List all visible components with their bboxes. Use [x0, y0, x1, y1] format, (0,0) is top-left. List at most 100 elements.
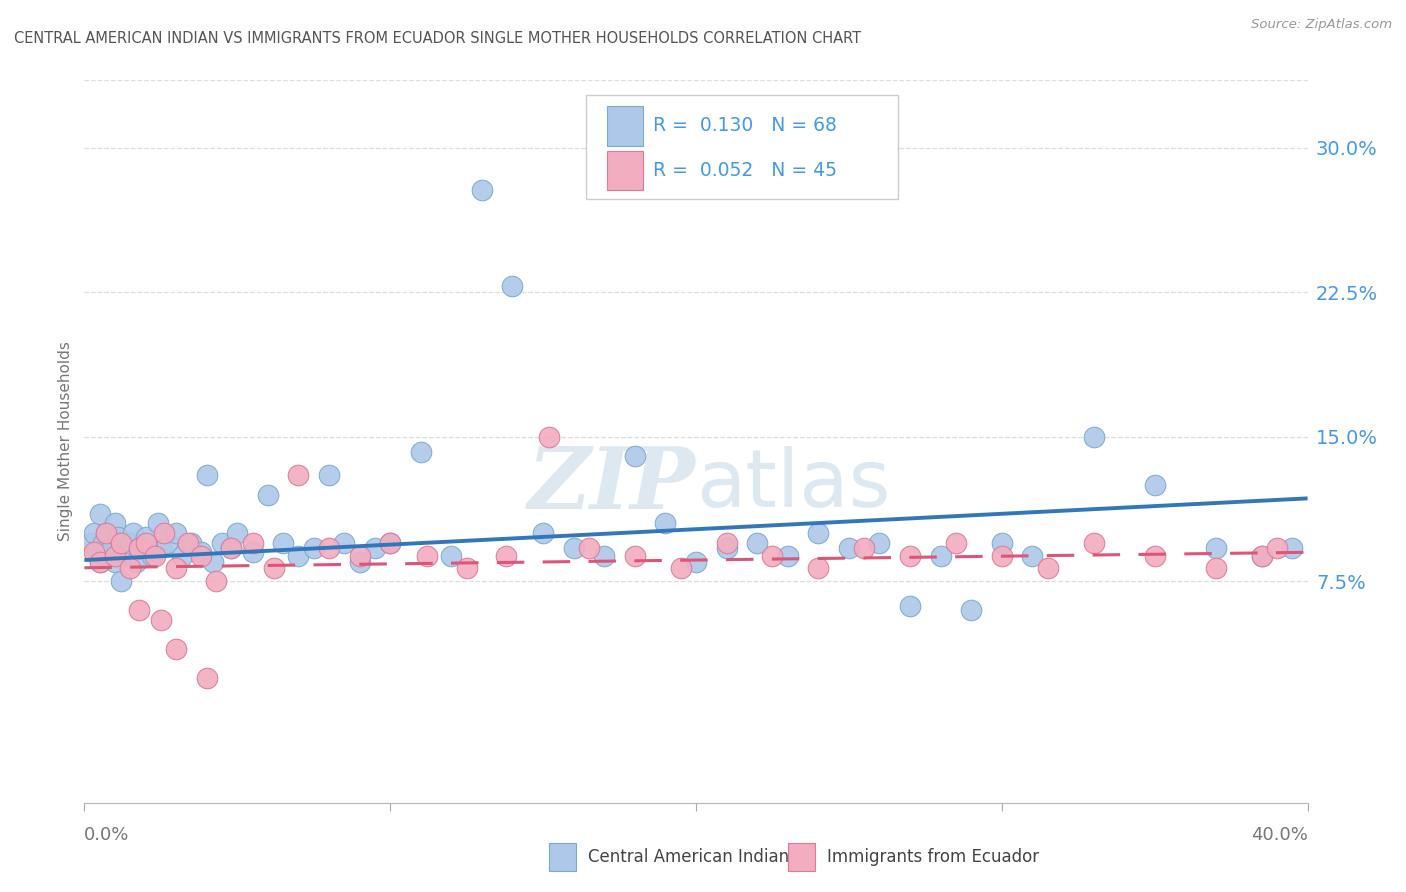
Point	[960, 603, 983, 617]
Point	[991, 535, 1014, 549]
Point	[578, 541, 600, 556]
Point	[190, 549, 212, 564]
Point	[669, 560, 692, 574]
Text: R =  0.130   N = 68: R = 0.130 N = 68	[654, 116, 837, 136]
Point	[91, 535, 114, 549]
Point	[471, 183, 494, 197]
Point	[143, 549, 166, 564]
Point	[333, 535, 356, 549]
Point	[929, 549, 952, 564]
Point	[201, 555, 224, 569]
Point	[122, 526, 145, 541]
Point	[807, 560, 830, 574]
Point	[538, 430, 561, 444]
Point	[128, 541, 150, 556]
Point	[898, 549, 921, 564]
Point	[562, 541, 585, 556]
Point	[624, 549, 647, 564]
Y-axis label: Single Mother Households: Single Mother Households	[58, 342, 73, 541]
Point	[89, 555, 111, 569]
Point	[104, 549, 127, 564]
Point	[1143, 478, 1166, 492]
Point	[205, 574, 228, 589]
Point	[318, 541, 340, 556]
Point	[531, 526, 554, 541]
Point	[135, 530, 157, 544]
Point	[242, 535, 264, 549]
FancyBboxPatch shape	[550, 843, 576, 871]
Point	[747, 535, 769, 549]
Point	[287, 549, 309, 564]
Point	[153, 526, 176, 541]
Point	[89, 555, 111, 569]
Point	[495, 549, 517, 564]
Point	[1021, 549, 1043, 564]
Text: atlas: atlas	[696, 446, 890, 524]
Point	[409, 445, 432, 459]
Point	[172, 549, 194, 564]
Point	[101, 541, 124, 556]
Point	[1250, 549, 1272, 564]
Point	[869, 535, 891, 549]
Point	[776, 549, 799, 564]
Point	[219, 541, 242, 556]
Point	[838, 541, 860, 556]
FancyBboxPatch shape	[606, 151, 644, 191]
Point	[120, 560, 142, 574]
Point	[263, 560, 285, 574]
Text: ZIP: ZIP	[529, 443, 696, 526]
Point	[107, 530, 129, 544]
Point	[128, 603, 150, 617]
Point	[716, 535, 738, 549]
Point	[1250, 549, 1272, 564]
Point	[945, 535, 967, 549]
Point	[149, 541, 172, 556]
Text: Central American Indians: Central American Indians	[588, 848, 799, 866]
Point	[190, 545, 212, 559]
Point	[593, 549, 616, 564]
Point	[1036, 560, 1059, 574]
Point	[97, 549, 120, 564]
Point	[112, 545, 135, 559]
Point	[440, 549, 463, 564]
Point	[195, 468, 218, 483]
Point	[141, 549, 163, 564]
Point	[79, 535, 101, 549]
Text: 0.0%: 0.0%	[84, 826, 129, 844]
Point	[242, 545, 264, 559]
Point	[128, 541, 150, 556]
Point	[624, 449, 647, 463]
Point	[1143, 549, 1166, 564]
Point	[257, 487, 280, 501]
FancyBboxPatch shape	[606, 106, 644, 145]
Point	[898, 599, 921, 614]
Point	[853, 541, 876, 556]
Point	[318, 468, 340, 483]
Text: Source: ZipAtlas.com: Source: ZipAtlas.com	[1251, 18, 1392, 31]
Text: CENTRAL AMERICAN INDIAN VS IMMIGRANTS FROM ECUADOR SINGLE MOTHER HOUSEHOLDS CORR: CENTRAL AMERICAN INDIAN VS IMMIGRANTS FR…	[14, 31, 862, 46]
Point	[226, 526, 249, 541]
Point	[110, 574, 132, 589]
Point	[120, 535, 142, 549]
Point	[94, 526, 117, 541]
Point	[89, 507, 111, 521]
Point	[156, 535, 179, 549]
Point	[125, 555, 148, 569]
Point	[456, 560, 478, 574]
Point	[654, 516, 676, 531]
Point	[149, 613, 172, 627]
Point	[1083, 535, 1105, 549]
Point	[761, 549, 783, 564]
Point	[685, 555, 707, 569]
Point	[1205, 541, 1227, 556]
Point	[135, 535, 157, 549]
Point	[364, 541, 387, 556]
Point	[180, 535, 202, 549]
Point	[349, 549, 371, 564]
Point	[146, 516, 169, 531]
Point	[380, 535, 402, 549]
Point	[165, 526, 187, 541]
Point	[165, 560, 187, 574]
Point	[1265, 541, 1288, 556]
Point	[177, 535, 200, 549]
